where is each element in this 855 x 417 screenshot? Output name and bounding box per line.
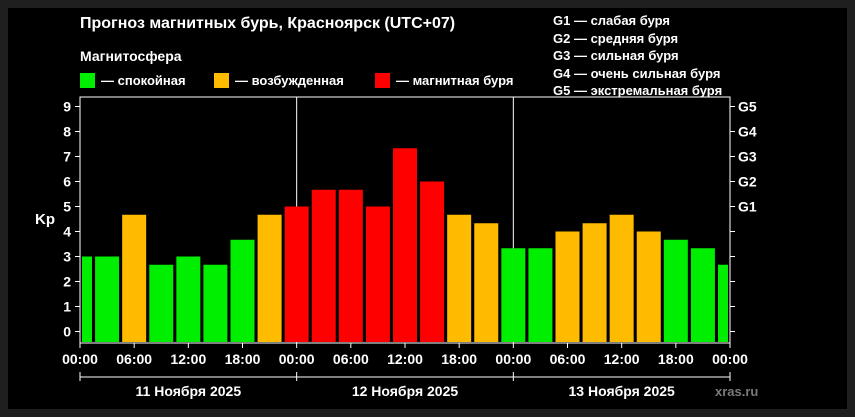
kp-bar (582, 223, 607, 342)
legend-storm: — магнитная буря (375, 72, 514, 89)
kp-bar (474, 223, 499, 342)
legend-active-swatch (214, 73, 229, 89)
kp-bar (176, 256, 201, 342)
g-tick-label: G3 (738, 149, 757, 165)
kp-bar (122, 214, 147, 342)
magnetosphere-subtitle: Магнитосфера (80, 48, 182, 64)
x-tick-label: 12:00 (387, 351, 423, 367)
legend-quiet-swatch (80, 73, 95, 89)
kp-bar (365, 206, 390, 342)
y-tick-label: 4 (63, 224, 71, 240)
kp-bar (203, 264, 228, 342)
kp-bar (230, 239, 255, 342)
g-tick-label: G2 (738, 174, 757, 190)
y-tick-label: 7 (63, 149, 71, 165)
g-scale-item-g4: G4 — очень сильная буря (553, 65, 721, 81)
x-tick-label: 06:00 (116, 351, 152, 367)
kp-bar (311, 189, 336, 342)
legend-quiet: — спокойная (80, 72, 186, 89)
x-tick-label: 18:00 (441, 351, 477, 367)
x-tick-label: 18:00 (225, 351, 261, 367)
g-tick-label: G1 (738, 199, 757, 215)
kp-bar (95, 256, 120, 342)
legend-storm-label: — магнитная буря (396, 73, 514, 89)
kp-bar (718, 264, 728, 342)
kp-bar (528, 248, 553, 342)
g-tick-label: G5 (738, 99, 757, 115)
kp-bar (338, 189, 363, 342)
day-label: 12 Ноября 2025 (352, 383, 459, 399)
y-tick-label: 6 (63, 174, 71, 190)
x-tick-label: 06:00 (550, 351, 586, 367)
g-tick-label: G4 (738, 124, 757, 140)
kp-bar (663, 239, 688, 342)
watermark: xras.ru (715, 384, 759, 399)
kp-bar (447, 214, 472, 342)
legend-active-label: — возбужденная (235, 73, 344, 89)
legend-quiet-label: — спокойная (101, 73, 186, 89)
x-tick-label: 00:00 (495, 351, 531, 367)
legend-storm-swatch (375, 73, 390, 89)
y-tick-label: 5 (63, 199, 71, 215)
day-label: 11 Ноября 2025 (136, 383, 242, 399)
kp-bar (555, 231, 580, 342)
kp-bar (609, 214, 634, 342)
x-tick-label: 00:00 (62, 351, 98, 367)
g-scale-legend: G1 — слабая буря G2 — средняя буря G3 — … (553, 12, 722, 100)
y-tick-label: 0 (63, 324, 71, 340)
y-tick-label: 9 (63, 99, 71, 115)
kp-bar (82, 256, 92, 342)
x-tick-label: 00:00 (712, 351, 748, 367)
y-tick-label: 8 (63, 124, 71, 140)
x-tick-label: 12:00 (604, 351, 640, 367)
y-tick-label: 3 (63, 249, 71, 265)
g-scale-item-g2: G2 — средняя буря (553, 30, 679, 46)
kp-bar (501, 248, 526, 342)
kp-bar (257, 214, 282, 342)
kp-bar (284, 206, 309, 342)
y-tick-label: 1 (63, 299, 71, 315)
g-scale-item-g3: G3 — сильная буря (553, 48, 679, 64)
kp-bar (149, 264, 174, 342)
g-scale-item-g1: G1 — слабая буря (553, 13, 671, 28)
kp-bar (690, 248, 715, 342)
day-label: 13 Ноября 2025 (569, 383, 676, 399)
x-tick-label: 12:00 (170, 351, 206, 367)
kp-bar (636, 231, 661, 342)
kp-bar (420, 181, 445, 342)
y-axis-label: Kp (35, 211, 55, 228)
x-tick-label: 00:00 (279, 351, 315, 367)
x-tick-label: 06:00 (333, 351, 369, 367)
x-tick-label: 18:00 (658, 351, 694, 367)
kp-bar (393, 148, 417, 342)
chart-title: Прогноз магнитных бурь, Красноярск (UTC+… (80, 15, 456, 32)
y-tick-label: 2 (63, 274, 71, 290)
g-scale-item-g5: G5 — экстремальная буря (553, 83, 723, 99)
legend-active: — возбужденная (214, 72, 344, 89)
